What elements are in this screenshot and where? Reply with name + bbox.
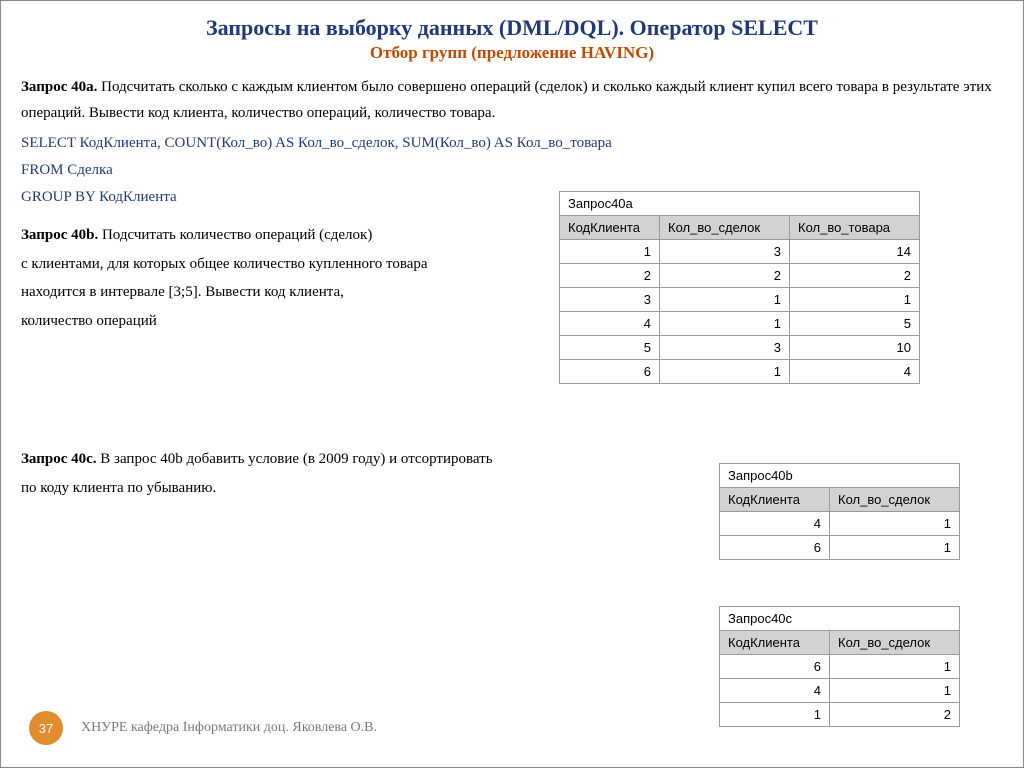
table-40b-caption: Запрос40b — [720, 464, 960, 488]
table-row: 1314 — [560, 240, 920, 264]
query-40b-l3: находится в интервале [3;5]. Вывести код… — [21, 278, 551, 307]
slide-subtitle: Отбор групп (предложение HAVING) — [21, 43, 1003, 63]
table-row: 614 — [560, 360, 920, 384]
slide-title: Запросы на выборку данных (DML/DQL). Опе… — [21, 15, 1003, 41]
table-row: 222 — [560, 264, 920, 288]
table-40c-caption: Запрос40c — [720, 607, 960, 631]
table-row: 311 — [560, 288, 920, 312]
col-header: Кол_во_сделок — [830, 488, 960, 512]
result-table-40b: Запрос40b КодКлиента Кол_во_сделок 41 61 — [719, 463, 960, 560]
query-40c-text: Запрос 40c. В запрос 40b добавить услови… — [21, 445, 701, 502]
query-40b-l4: количество операций — [21, 307, 551, 336]
table-40a-caption: Запрос40a — [560, 192, 920, 216]
query-40b-label: Запрос 40b. — [21, 227, 98, 243]
col-header: Кол_во_сделок — [660, 216, 790, 240]
col-header: Кол_во_товара — [790, 216, 920, 240]
query-40c-label: Запрос 40c. — [21, 451, 97, 467]
query-40a-label: Запрос 40a. — [21, 79, 97, 95]
query-40b-text: Запрос 40b. Подсчитать количество операц… — [21, 221, 551, 335]
table-row: 61 — [720, 536, 960, 560]
query-40a-text: Запрос 40a. Подсчитать сколько с каждым … — [21, 75, 1003, 126]
query-40c-l1: В запрос 40b добавить условие (в 2009 го… — [100, 451, 492, 467]
col-header: КодКлиента — [720, 488, 830, 512]
result-table-40c: Запрос40c КодКлиента Кол_во_сделок 61 41… — [719, 606, 960, 727]
result-table-40a: Запрос40a КодКлиента Кол_во_сделок Кол_в… — [559, 191, 920, 384]
sql-line-1: SELECT КодКлиента, COUNT(Кол_во) AS Кол_… — [21, 130, 1003, 157]
table-row: 41 — [720, 512, 960, 536]
table-header-row: КодКлиента Кол_во_сделок Кол_во_товара — [560, 216, 920, 240]
table-header-row: КодКлиента Кол_во_сделок — [720, 631, 960, 655]
page-number-badge: 37 — [29, 711, 63, 745]
table-header-row: КодКлиента Кол_во_сделок — [720, 488, 960, 512]
query-40c-l2: по коду клиента по убыванию. — [21, 474, 701, 503]
col-header: КодКлиента — [720, 631, 830, 655]
table-row: 41 — [720, 679, 960, 703]
query-40b-l1: Подсчитать количество операций (сделок) — [102, 227, 372, 243]
table-row: 12 — [720, 703, 960, 727]
query-40a-body: Подсчитать сколько с каждым клиентом был… — [21, 79, 992, 121]
table-row: 5310 — [560, 336, 920, 360]
sql-line-2: FROM Сделка — [21, 157, 1003, 184]
footer-text: ХНУРЕ кафедра Інформатики доц. Яковлева … — [81, 720, 377, 736]
slide-footer: 37 ХНУРЕ кафедра Інформатики доц. Яковле… — [29, 711, 377, 745]
col-header: Кол_во_сделок — [830, 631, 960, 655]
table-row: 61 — [720, 655, 960, 679]
table-row: 415 — [560, 312, 920, 336]
query-40b-l2: с клиентами, для которых общее количеств… — [21, 250, 551, 279]
col-header: КодКлиента — [560, 216, 660, 240]
